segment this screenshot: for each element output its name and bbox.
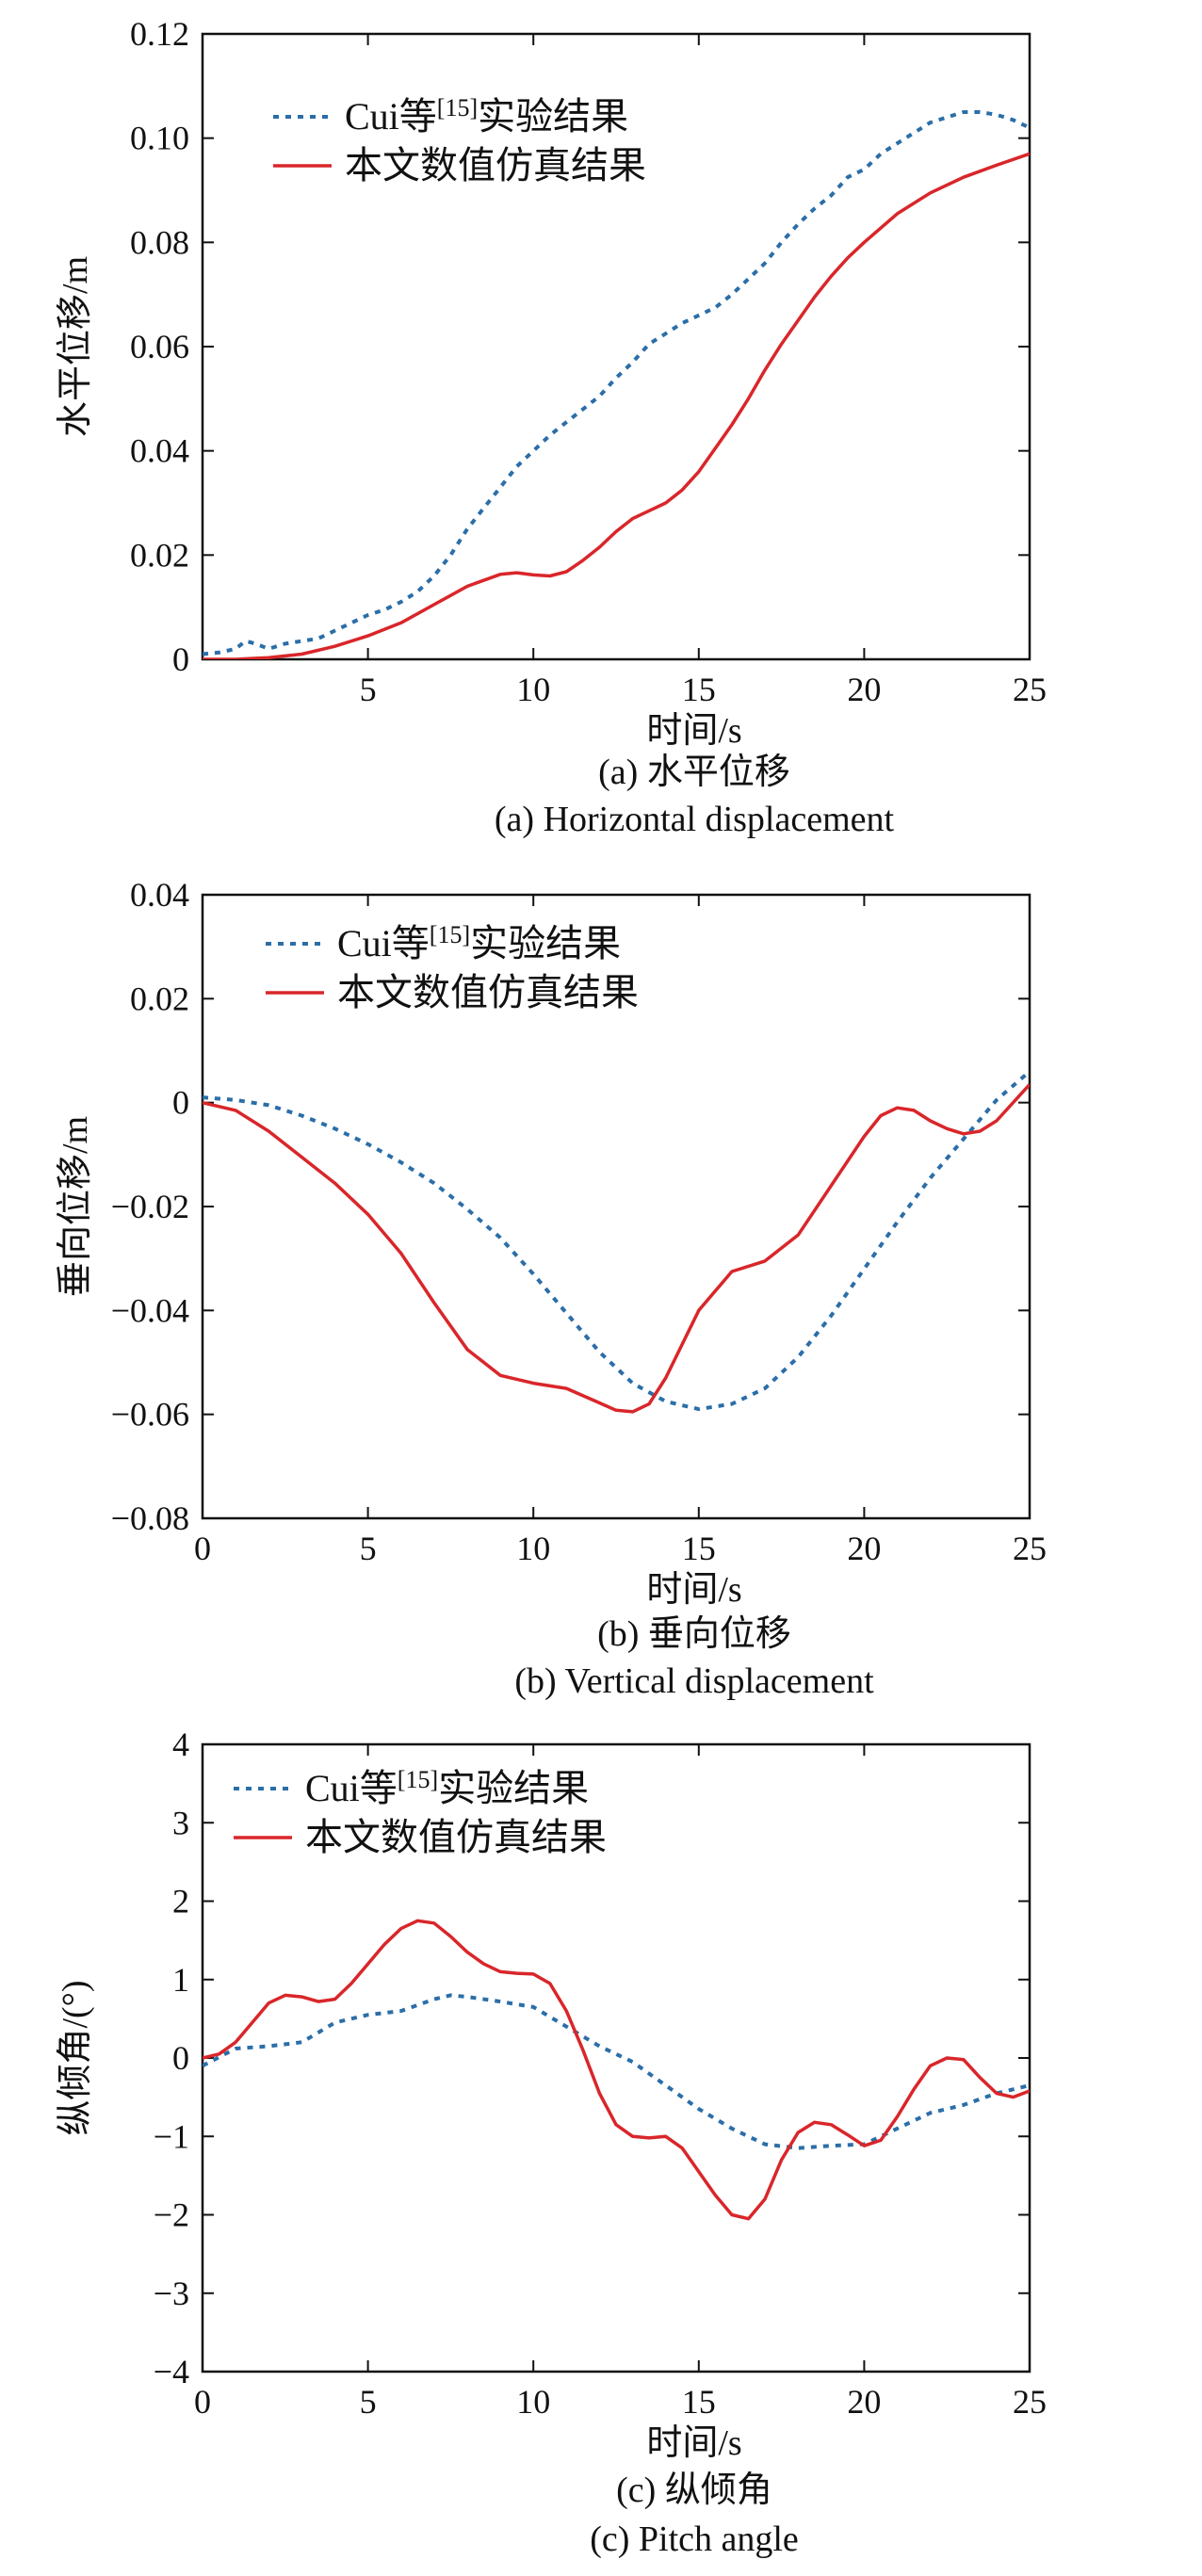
x-tick-label: 10 (516, 2383, 550, 2421)
x-tick-label: 10 (516, 671, 550, 708)
y-tick-label: 4 (172, 1725, 189, 1763)
y-tick-label: 0 (172, 2039, 189, 2077)
y-tick-label: 0.10 (130, 120, 189, 157)
x-tick-label: 15 (682, 2383, 716, 2421)
y-tick-label: −3 (154, 2275, 189, 2312)
legend-label-experiment: Cui等[15]实验结果 (345, 94, 628, 138)
series-line-simulation (203, 1919, 1030, 2221)
chart-pitch-angle: −4 −3 −2 −1 0 1 2 3 4 0 5 10 15 20 25 时间/s 纵倾角/(°) Cui等[1… (56, 1725, 1047, 2559)
x-tick-label: 25 (1013, 2383, 1047, 2421)
series-line-simulation (203, 1083, 1030, 1414)
y-tick-label: −0.06 (111, 1396, 189, 1434)
y-tick-label: −4 (154, 2353, 189, 2390)
legend-label-experiment: Cui等[15]实验结果 (305, 1766, 589, 1809)
y-tick-label: 0.06 (130, 328, 189, 365)
chart-horizontal-displacement: 0 0.02 0.04 0.06 0.08 0.10 0.12 5 10 15 20 25 时间/s 水平… (56, 15, 1047, 839)
x-tick-label: 25 (1013, 671, 1047, 708)
series-line-experiment (203, 1070, 1030, 1412)
x-tick-label: 0 (194, 2383, 211, 2421)
y-tick-label: 0.08 (130, 223, 189, 261)
x-axis-label: 时间/s (646, 711, 741, 751)
x-tick-label: 25 (1013, 1530, 1047, 1567)
legend-label-simulation: 本文数值仿真结果 (337, 971, 639, 1013)
x-axis-label: 时间/s (646, 1570, 741, 1610)
x-tick-label: 20 (847, 671, 881, 708)
legend-label-simulation: 本文数值仿真结果 (305, 1816, 607, 1858)
caption-english: (a) Horizontal displacement (495, 800, 895, 839)
y-tick-label: 0 (172, 1084, 189, 1122)
y-axis-label: 垂向位移/m (56, 1116, 95, 1297)
panel-b: −0.08 −0.06 −0.04 −0.02 0 0.02 0.04 0 5 10 15 20 25 时… (0, 852, 1202, 1709)
x-tick-label: 20 (847, 1530, 881, 1567)
caption-chinese: (c) 纵倾角 (616, 2471, 772, 2510)
caption-chinese: (a) 水平位移 (598, 753, 790, 792)
y-axis-label: 纵倾角/(°) (56, 1980, 95, 2135)
y-tick-label: 0 (172, 640, 189, 678)
y-axis-label: 水平位移/m (56, 256, 95, 437)
y-tick-label: −2 (154, 2196, 189, 2234)
x-tick-label: 15 (682, 671, 716, 708)
x-tick-label: 5 (360, 671, 377, 708)
chart-vertical-displacement: −0.08 −0.06 −0.04 −0.02 0 0.02 0.04 0 5 10 15 20 25 时… (56, 876, 1047, 1701)
y-tick-label: −0.04 (111, 1291, 189, 1329)
x-tick-label: 15 (682, 1530, 716, 1567)
x-tick-label: 10 (516, 1530, 550, 1567)
x-tick-label: 20 (847, 2383, 881, 2421)
caption-chinese: (b) 垂向位移 (597, 1614, 791, 1654)
legend-label-experiment: Cui等[15]实验结果 (337, 921, 621, 964)
x-axis-label: 时间/s (646, 2423, 741, 2463)
y-tick-label: 0.04 (130, 876, 189, 914)
y-tick-label: −0.02 (111, 1188, 189, 1225)
y-tick-label: 3 (172, 1804, 189, 1841)
y-tick-label: 0.04 (130, 432, 189, 470)
legend-label-simulation: 本文数值仿真结果 (345, 144, 646, 186)
y-tick-label: 1 (172, 1961, 189, 1999)
x-tick-label: 0 (194, 1530, 211, 1567)
y-tick-label: 2 (172, 1883, 189, 1920)
series-line-simulation (203, 152, 1030, 659)
x-tick-label: 5 (360, 1530, 377, 1567)
panel-a: 0 0.02 0.04 0.06 0.08 0.10 0.12 5 10 15 20 25 时间/s 水平… (0, 0, 1202, 852)
panel-c: −4 −3 −2 −1 0 1 2 3 4 0 5 10 15 20 25 时间/s 纵倾角/(°) Cui等[1… (0, 1709, 1202, 2576)
y-tick-label: −1 (154, 2117, 189, 2155)
y-tick-label: 0.02 (130, 536, 189, 574)
y-tick-label: −0.08 (111, 1499, 189, 1537)
y-tick-label: 0.02 (130, 980, 189, 1017)
y-tick-label: 0.12 (130, 15, 189, 53)
x-tick-label: 5 (360, 2383, 377, 2421)
caption-english: (b) Vertical displacement (514, 1661, 874, 1701)
caption-english: (c) Pitch angle (590, 2519, 799, 2559)
series-line-experiment (203, 110, 1030, 656)
